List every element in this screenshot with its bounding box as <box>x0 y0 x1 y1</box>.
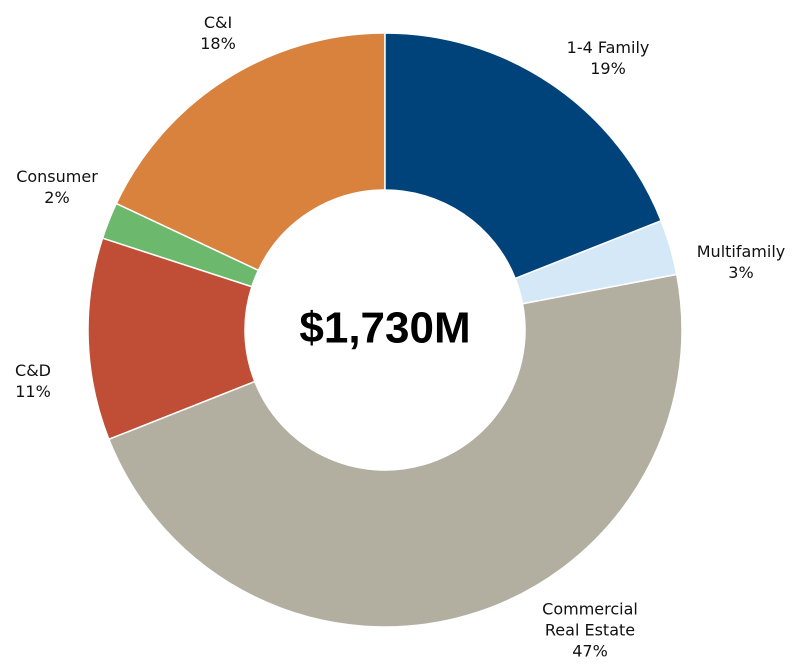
category-name: Commercial Real Estate <box>542 599 638 640</box>
category-name: 1-4 Family <box>566 38 650 57</box>
value-label: 19% <box>590 59 626 78</box>
slice-label: 1-4 Family 19% <box>567 37 650 79</box>
center-label: $1,730M <box>299 304 470 353</box>
value-label: 11% <box>15 382 51 401</box>
donut-slice <box>115 32 386 272</box>
slice-label: Commercial Real Estate 47% <box>535 599 645 662</box>
slice-label: C&D 11% <box>15 360 51 402</box>
value-label: 2% <box>44 188 70 207</box>
slice-label: C&I 18% <box>200 12 236 54</box>
category-name: Multifamily <box>696 242 786 261</box>
donut-slice <box>514 219 678 305</box>
value-label: 18% <box>200 34 236 53</box>
donut-slice <box>107 273 683 628</box>
donut-slice <box>384 32 663 280</box>
category-name: C&D <box>15 361 51 380</box>
category-name: C&I <box>203 13 233 32</box>
category-name: Consumer <box>16 167 98 186</box>
value-label: 3% <box>728 263 754 282</box>
donut-slice <box>87 237 256 441</box>
value-label: 47% <box>572 641 608 661</box>
donut-slice <box>101 202 260 288</box>
slice-label: Multifamily 3% <box>697 241 786 283</box>
slice-label: Consumer 2% <box>16 166 98 208</box>
